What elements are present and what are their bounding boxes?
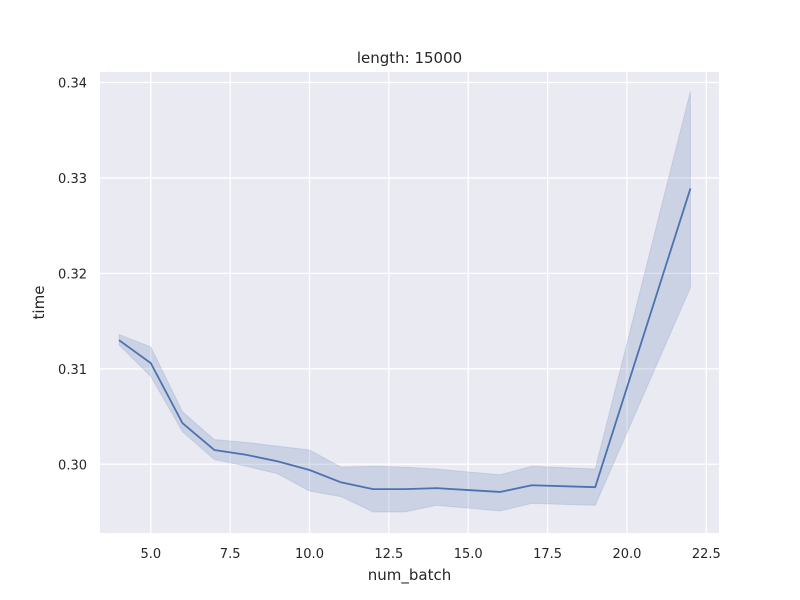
- confidence-band: [118, 90, 691, 513]
- x-axis-label: num_batch: [368, 566, 451, 585]
- x-tick-label: 22.5: [692, 547, 721, 562]
- series-line: [118, 188, 692, 493]
- grid: [100, 72, 719, 533]
- x-tick-label: 15.0: [454, 547, 483, 562]
- y-tick-label: 0.31: [58, 363, 87, 378]
- y-axis-label: time: [30, 286, 48, 320]
- y-tick-label: 0.30: [58, 458, 87, 473]
- plot-area: [100, 72, 719, 533]
- x-tick-label: 17.5: [533, 547, 562, 562]
- x-tick-label: 5.0: [140, 547, 161, 562]
- x-tick-label: 10.0: [295, 547, 324, 562]
- x-axis-ticks: 5.0 7.5 10.0 12.5 15.0 17.5 20.0 22.5: [140, 547, 720, 562]
- y-axis-ticks: 0.30 0.31 0.32 0.33 0.34: [58, 76, 87, 473]
- x-tick-label: 20.0: [612, 547, 641, 562]
- y-tick-label: 0.33: [58, 172, 87, 187]
- y-tick-label: 0.34: [58, 76, 87, 91]
- chart-title: length: 15000: [357, 49, 462, 67]
- x-tick-label: 12.5: [374, 547, 403, 562]
- x-tick-label: 7.5: [220, 547, 241, 562]
- y-tick-label: 0.32: [58, 267, 87, 282]
